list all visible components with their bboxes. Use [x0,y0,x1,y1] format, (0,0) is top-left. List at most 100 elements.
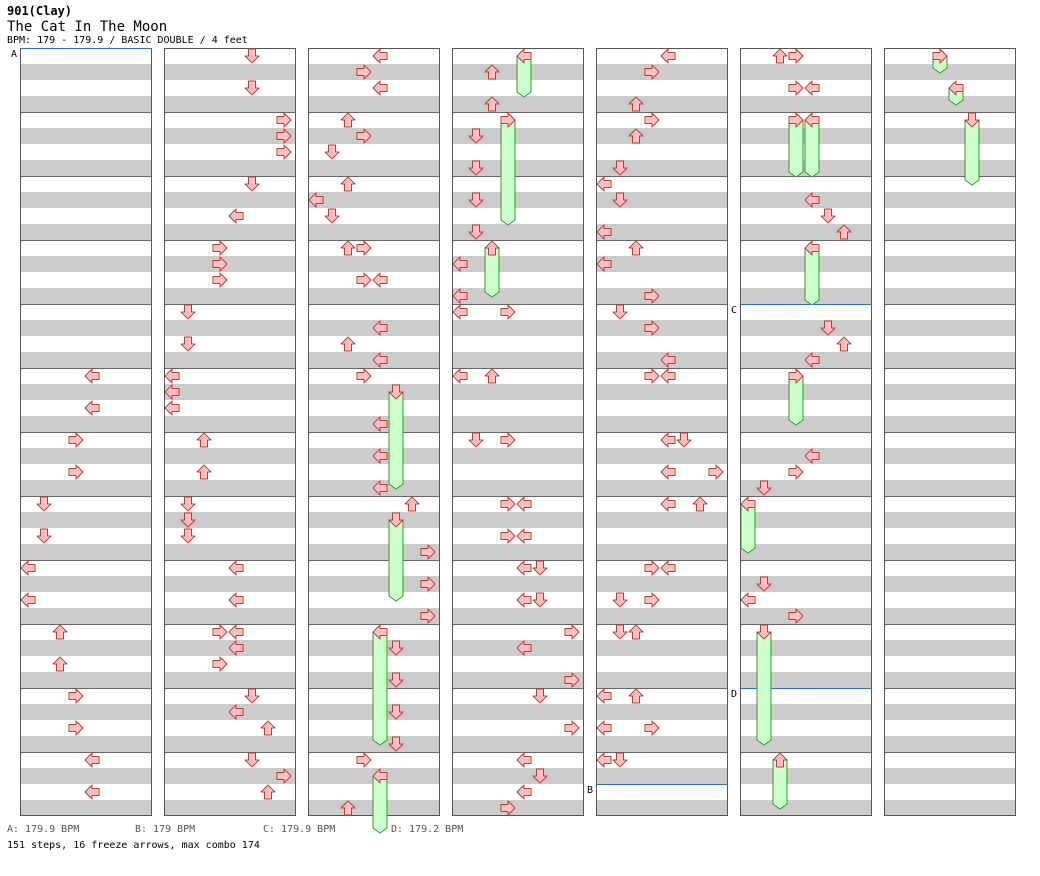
step-arrow [820,208,836,224]
step-arrow [84,368,100,384]
step-arrow [372,48,388,64]
song-title: The Cat In The Moon [7,19,168,35]
step-arrow [836,336,852,352]
step-arrow [372,272,388,288]
step-arrow [660,368,676,384]
beat-stripe [164,512,296,528]
step-arrow [516,496,532,512]
step-arrow [372,448,388,464]
step-arrow [500,528,516,544]
step-arrow [372,80,388,96]
freeze-arrow [500,119,516,226]
step-arrow [484,96,500,112]
step-arrow [628,96,644,112]
beat-stripe [308,192,440,208]
step-arrow [660,48,676,64]
step-arrow [628,624,644,640]
step-arrow [468,128,484,144]
beat-stripe [164,192,296,208]
step-arrow [500,800,516,816]
step-arrow [212,240,228,256]
freeze-arrow [756,631,772,746]
beat-stripe [596,96,728,112]
beat-stripe [596,480,728,496]
bpm-marker-label: A [11,49,17,60]
step-arrow [68,464,84,480]
beat-stripe [164,96,296,112]
beat-stripe [20,576,152,592]
step-arrow [788,368,804,384]
step-arrow [68,432,84,448]
beat-stripe [20,640,152,656]
freeze-arrow [388,519,404,602]
step-arrow [532,592,548,608]
column-border [884,48,1016,816]
beat-stripe [20,448,152,464]
beat-stripe [164,736,296,752]
beat-stripe [20,64,152,80]
beat-stripe [884,640,1016,656]
step-arrow [404,496,420,512]
step-arrow [324,208,340,224]
step-arrow [244,176,260,192]
beat-stripe [452,128,584,144]
beat-stripe [452,704,584,720]
step-arrow [788,112,804,128]
step-arrow [180,528,196,544]
step-arrow [628,240,644,256]
step-arrow [244,80,260,96]
beat-stripe [164,608,296,624]
beat-stripe [20,512,152,528]
beat-stripe [452,352,584,368]
beat-stripe [596,192,728,208]
beat-stripe [164,352,296,368]
step-arrow [180,512,196,528]
beat-stripe [740,768,872,784]
step-arrow [452,256,468,272]
step-arrow [596,752,612,768]
beat-stripe [740,96,872,112]
beat-stripe [452,256,584,272]
chart-info: BPM: 179 - 179.9 / BASIC DOUBLE / 4 feet [7,35,248,46]
step-arrow [84,752,100,768]
step-arrow [212,256,228,272]
step-arrow [612,752,628,768]
step-arrow [644,288,660,304]
beat-stripe [452,320,584,336]
step-arrow [276,144,292,160]
step-arrow [388,640,404,656]
step-arrow [388,384,404,400]
step-arrow [180,336,196,352]
freeze-arrow [804,247,820,306]
beat-stripe [884,192,1016,208]
beat-stripe [452,416,584,432]
step-arrow [516,640,532,656]
step-arrow [612,192,628,208]
beat-stripe [20,480,152,496]
step-arrow [356,240,372,256]
step-arrow [244,752,260,768]
step-arrow [516,592,532,608]
bpm-marker-label: B [587,785,593,796]
bpm-change-b: B: 179 BPM [135,824,196,835]
step-arrow [628,688,644,704]
step-arrow [612,592,628,608]
beat-stripe [596,224,728,240]
beat-stripe [884,448,1016,464]
beat-stripe [884,224,1016,240]
bpm-change-a: A: 179.9 BPM [7,824,80,835]
beat-stripe [596,768,728,784]
step-arrow [484,64,500,80]
beat-stripe [452,192,584,208]
beat-stripe [20,704,152,720]
step-arrow [804,112,820,128]
step-arrow [804,352,820,368]
beat-stripe [20,736,152,752]
beat-stripe [308,224,440,240]
step-arrow [372,320,388,336]
beat-stripe [164,384,296,400]
beat-stripe [164,576,296,592]
beat-stripe [164,768,296,784]
step-arrow [420,608,436,624]
